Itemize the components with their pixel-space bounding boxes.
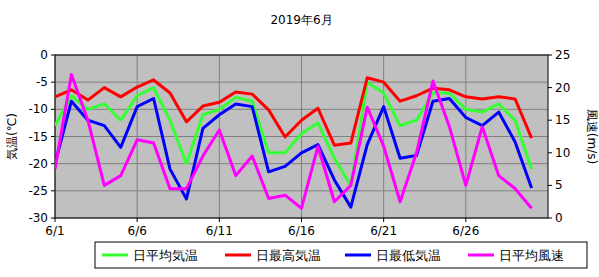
tick <box>137 218 138 222</box>
y2-axis-label: 風速(m/s) <box>585 109 599 164</box>
grid-line <box>219 55 220 218</box>
tick-label: 10 <box>555 146 570 160</box>
chart: 2019年6月 -30 -25 -20 -15 -10 -5 0 0 5 10 15 20 25 6/1 6/… <box>0 0 599 277</box>
tick <box>51 82 55 83</box>
tick <box>51 218 55 219</box>
tick <box>219 218 220 222</box>
tick-label: -20 <box>28 157 48 171</box>
legend-label: 日平均風速 <box>499 248 564 263</box>
grid-line <box>137 55 138 218</box>
legend-box <box>95 242 587 268</box>
legend-swatch <box>102 254 128 257</box>
y-axis-label: 気温(℃) <box>5 113 19 160</box>
tick-label: 15 <box>555 113 570 127</box>
series-group <box>55 75 532 209</box>
tick <box>465 218 466 222</box>
tick-label: -15 <box>28 130 48 144</box>
tick <box>548 152 552 153</box>
title: 2019年6月 <box>270 13 332 27</box>
legend: 日平均気温 日最高気温 日最低気温 日平均風速 <box>95 242 587 268</box>
grid-line <box>301 55 302 218</box>
tick <box>383 218 384 222</box>
tick-label: 6/26 <box>452 224 479 238</box>
tick <box>51 55 55 56</box>
tick <box>51 136 55 137</box>
legend-swatch <box>225 254 251 257</box>
tick-label: 0 <box>555 211 563 225</box>
legend-label: 日最低気温 <box>376 248 441 263</box>
tick <box>51 109 55 110</box>
tick <box>548 120 552 121</box>
tick-label: 6/21 <box>370 224 397 238</box>
grid-line <box>465 55 466 218</box>
tick <box>548 218 552 219</box>
tick <box>548 55 552 56</box>
tick <box>51 163 55 164</box>
plot-area <box>55 55 548 218</box>
series-line <box>55 98 532 207</box>
tick-label: 6/16 <box>288 224 315 238</box>
tick <box>548 185 552 186</box>
legend-swatch <box>345 254 371 257</box>
tick-label: 20 <box>555 81 570 95</box>
grid-line <box>383 55 384 218</box>
legend-swatch <box>468 254 494 257</box>
tick-label: 6/1 <box>45 224 64 238</box>
tick-label: 0 <box>40 48 48 62</box>
series-line <box>55 75 532 209</box>
tick-label: -10 <box>28 102 48 116</box>
tick-label: 25 <box>555 48 570 62</box>
tick-label: 6/11 <box>206 224 233 238</box>
tick <box>548 87 552 88</box>
tick <box>55 218 56 222</box>
tick-label: -5 <box>36 75 48 89</box>
tick <box>51 190 55 191</box>
tick-label: -25 <box>28 184 48 198</box>
legend-label: 日最高気温 <box>256 248 321 263</box>
tick-label: 5 <box>555 178 563 192</box>
legend-label: 日平均気温 <box>133 248 198 263</box>
tick <box>301 218 302 222</box>
tick-label: -30 <box>28 211 48 225</box>
tick-label: 6/6 <box>128 224 147 238</box>
plot-frame <box>55 55 548 218</box>
